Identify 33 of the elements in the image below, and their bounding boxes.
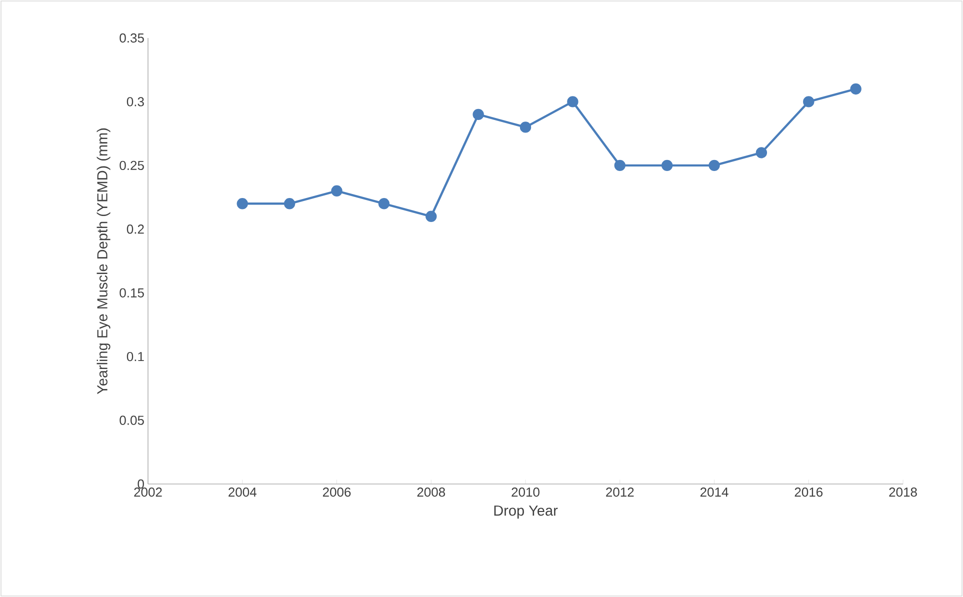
point [567, 96, 578, 108]
point [803, 96, 814, 108]
x-tick-label: 2006 [322, 488, 351, 497]
point [472, 108, 484, 120]
x-tick-label: 2004 [228, 488, 256, 497]
x-tick-label: 2018 [889, 488, 917, 497]
x-tick-label: 2008 [417, 488, 446, 497]
x-tick-label: 2012 [606, 488, 634, 497]
y-tick-label: 0 [138, 479, 144, 489]
y-axis-title: Yearling Eye Muscle Depth (YEMD) (mm) [96, 128, 110, 394]
point [661, 160, 673, 172]
point [426, 210, 437, 222]
point [850, 83, 862, 95]
point [236, 198, 248, 210]
y-tick-label: 0.3 [126, 97, 144, 106]
y-tick-label: 0.1 [126, 352, 144, 362]
x-axis-title: Drop Year [494, 506, 558, 519]
point [378, 198, 390, 210]
point [331, 185, 342, 197]
x-tick-label: 2010 [512, 488, 540, 497]
point [284, 198, 296, 210]
y-tick-label: 0.05 [120, 416, 144, 425]
y-tick-label: 0.35 [120, 33, 144, 43]
y-tick-label: 0.25 [120, 160, 144, 170]
point [708, 160, 720, 172]
x-tick-label: 2014 [700, 488, 728, 497]
x-tick-label: 2016 [794, 488, 823, 497]
y-tick-label: 0.15 [120, 288, 144, 298]
y-tick-label: 0.2 [126, 224, 144, 234]
x-tick-label: 2002 [134, 488, 162, 497]
point [520, 122, 532, 133]
point [756, 147, 768, 158]
point [614, 160, 626, 172]
